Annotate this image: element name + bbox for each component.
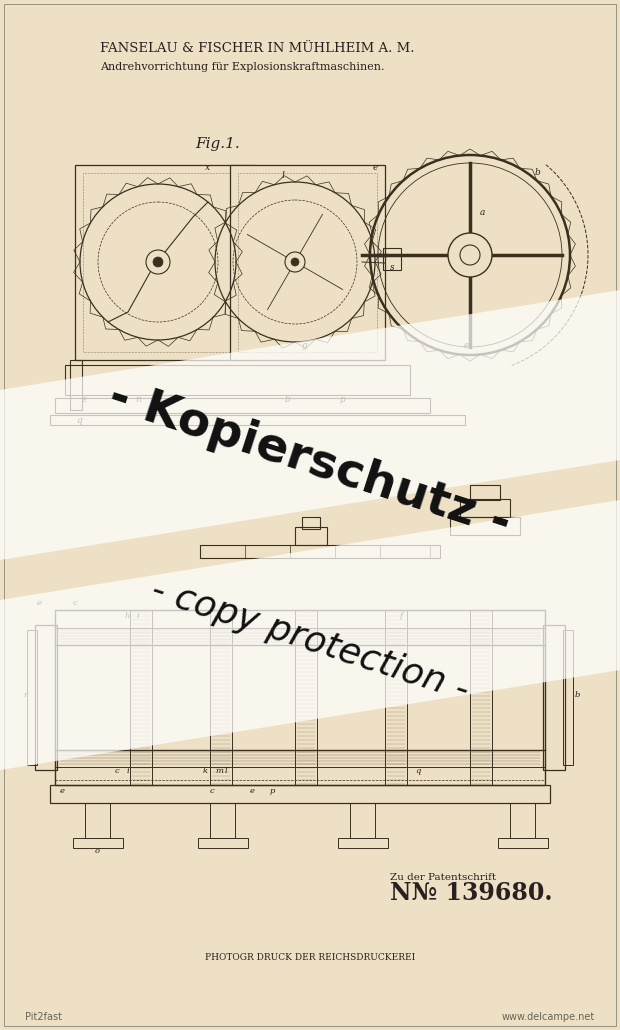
Text: - Kopierschutz -: - Kopierschutz - <box>104 374 516 546</box>
Text: b: b <box>575 691 580 699</box>
Text: o: o <box>95 847 100 855</box>
Text: k: k <box>203 767 208 775</box>
Text: s: s <box>390 263 394 272</box>
Bar <box>50 415 465 425</box>
Circle shape <box>460 245 480 265</box>
Bar <box>350 803 375 838</box>
Text: c: c <box>210 787 215 795</box>
Text: N№ 139680.: N№ 139680. <box>390 881 552 905</box>
Text: c: c <box>115 767 120 775</box>
Text: f: f <box>400 612 403 620</box>
Bar <box>83 173 247 352</box>
Bar <box>70 360 82 410</box>
Text: e: e <box>60 787 65 795</box>
Bar <box>460 499 510 517</box>
Bar <box>130 610 152 785</box>
Polygon shape <box>0 290 620 560</box>
Bar <box>295 610 317 785</box>
Text: e: e <box>37 599 42 607</box>
Bar <box>27 630 37 765</box>
Text: e: e <box>250 787 255 795</box>
Bar <box>338 838 388 848</box>
Bar <box>563 630 573 765</box>
Bar <box>200 545 440 558</box>
Text: FANSELAU & FISCHER IN MÜHLHEIM A. M.: FANSELAU & FISCHER IN MÜHLHEIM A. M. <box>100 42 415 55</box>
Text: p: p <box>270 787 275 795</box>
Bar <box>35 625 57 770</box>
Text: e: e <box>373 163 378 172</box>
Bar <box>470 610 492 785</box>
Text: PHOTOGR DRUCK DER REICHSDRUCKEREI: PHOTOGR DRUCK DER REICHSDRUCKEREI <box>205 953 415 962</box>
Text: p: p <box>340 394 346 404</box>
Circle shape <box>448 233 492 277</box>
Bar <box>238 173 377 352</box>
Text: c: c <box>73 599 78 607</box>
Text: q: q <box>415 767 420 775</box>
Text: b: b <box>285 394 291 404</box>
Text: Zu der Patentschrift: Zu der Patentschrift <box>390 873 496 882</box>
Circle shape <box>146 250 170 274</box>
Text: n: n <box>135 394 141 404</box>
Bar <box>85 803 110 838</box>
Text: h: h <box>125 612 130 620</box>
Circle shape <box>291 258 299 266</box>
Text: e: e <box>464 341 469 350</box>
Bar <box>510 803 535 838</box>
Text: - copy protection -: - copy protection - <box>147 573 473 708</box>
Text: x: x <box>205 163 210 172</box>
Text: i: i <box>127 767 130 775</box>
Text: g: g <box>230 612 236 620</box>
Bar <box>210 610 232 785</box>
Bar <box>55 398 430 413</box>
Text: www.delcampe.net: www.delcampe.net <box>502 1012 595 1022</box>
Bar <box>450 517 520 535</box>
Text: q: q <box>76 416 82 425</box>
Text: l: l <box>225 767 228 775</box>
Text: e: e <box>82 394 87 404</box>
Text: Fig.1.: Fig.1. <box>195 137 240 151</box>
Bar <box>543 625 565 770</box>
Text: a: a <box>480 208 485 217</box>
Text: l: l <box>282 171 285 180</box>
Circle shape <box>153 258 163 267</box>
Bar <box>302 517 320 529</box>
Text: m: m <box>215 767 223 775</box>
Text: r: r <box>23 691 27 699</box>
Bar <box>383 248 401 270</box>
Bar <box>73 838 123 848</box>
Bar <box>498 838 548 848</box>
Bar <box>50 785 550 803</box>
Bar <box>55 610 545 785</box>
Bar <box>198 838 248 848</box>
Circle shape <box>285 252 305 272</box>
Bar <box>470 485 500 500</box>
Text: Pit2fast: Pit2fast <box>25 1012 62 1022</box>
Text: i: i <box>137 612 140 620</box>
Bar <box>210 803 235 838</box>
Polygon shape <box>0 500 620 770</box>
Bar <box>230 165 385 360</box>
Text: Andrehvorrichtung für Explosionskraftmaschinen.: Andrehvorrichtung für Explosionskraftmas… <box>100 62 384 72</box>
Bar <box>385 610 407 785</box>
Text: g: g <box>302 341 308 350</box>
Text: b: b <box>535 168 541 177</box>
Bar <box>65 365 410 394</box>
Bar <box>295 527 327 545</box>
Bar <box>75 165 255 360</box>
